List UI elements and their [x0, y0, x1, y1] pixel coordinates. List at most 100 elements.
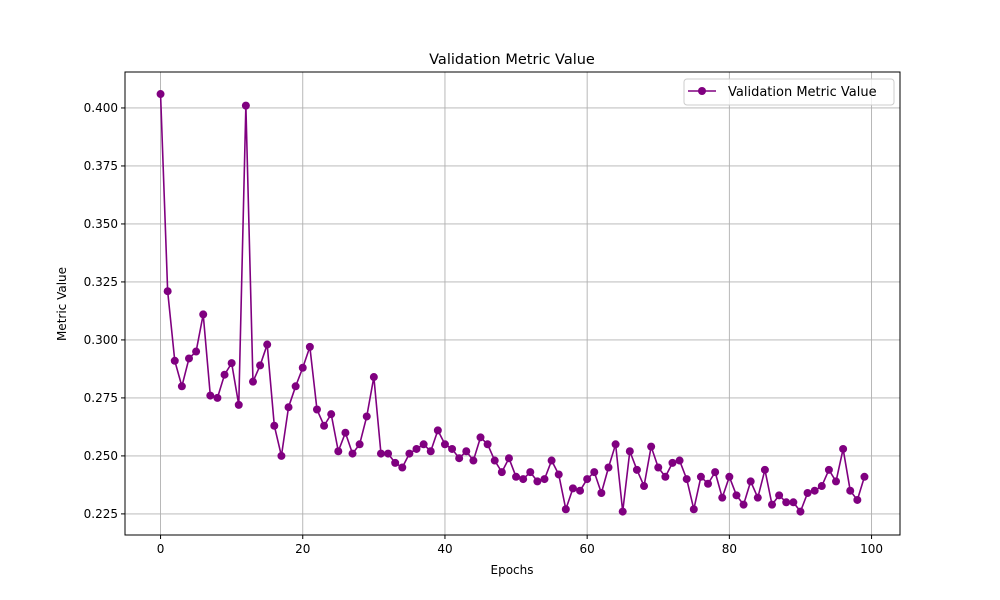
y-tick-label: 0.300	[84, 333, 118, 347]
data-point	[369, 373, 378, 382]
data-point	[355, 440, 364, 449]
data-point	[241, 101, 250, 110]
data-point	[398, 463, 407, 472]
y-tick-label: 0.250	[84, 449, 118, 463]
y-tick-label: 0.375	[84, 159, 118, 173]
data-point	[846, 486, 855, 495]
data-point	[675, 456, 684, 465]
data-point	[746, 477, 755, 486]
data-point	[704, 479, 713, 488]
data-point	[298, 363, 307, 372]
x-tick-label: 20	[295, 542, 310, 556]
data-point	[291, 382, 300, 391]
data-point	[753, 493, 762, 502]
plot-frame	[124, 71, 901, 536]
data-point	[163, 287, 172, 296]
data-point	[462, 447, 471, 456]
data-point	[568, 484, 577, 493]
data-point	[412, 444, 421, 453]
data-point	[540, 475, 549, 484]
data-point	[220, 370, 229, 379]
data-point	[512, 472, 521, 481]
data-point	[341, 428, 350, 437]
data-point	[561, 505, 570, 514]
x-tick-label: 80	[722, 542, 737, 556]
data-point	[654, 463, 663, 472]
data-point	[334, 447, 343, 456]
data-point	[618, 507, 627, 516]
data-point	[455, 454, 464, 463]
data-point	[362, 412, 371, 421]
data-point	[696, 472, 705, 481]
legend-box	[683, 78, 895, 106]
data-point	[625, 447, 634, 456]
data-point	[327, 410, 336, 419]
data-point	[824, 465, 833, 474]
chart-title: Validation Metric Value	[429, 52, 595, 68]
legend-label: Validation Metric Value	[728, 85, 877, 100]
data-point	[170, 356, 179, 365]
data-point	[227, 359, 236, 368]
data-series	[156, 90, 869, 516]
data-point	[476, 433, 485, 442]
y-tick-label: 0.225	[84, 507, 118, 521]
data-point	[199, 310, 208, 319]
data-point	[504, 454, 513, 463]
data-point	[376, 449, 385, 458]
data-point	[583, 475, 592, 484]
data-point	[682, 475, 691, 484]
y-tick-label: 0.350	[84, 217, 118, 231]
legend-marker	[698, 87, 706, 95]
data-point	[647, 442, 656, 451]
x-tick-label: 60	[580, 542, 595, 556]
data-point	[860, 472, 869, 481]
data-point	[668, 458, 677, 467]
data-point	[312, 405, 321, 414]
data-point	[177, 382, 186, 391]
data-point	[206, 391, 215, 400]
data-point	[284, 403, 293, 412]
data-point	[718, 493, 727, 502]
data-point	[782, 498, 791, 507]
x-tick-label: 100	[860, 542, 883, 556]
y-tick-label: 0.325	[84, 275, 118, 289]
data-point	[277, 451, 286, 460]
data-point	[192, 347, 201, 356]
data-point	[803, 489, 812, 498]
data-point	[469, 456, 478, 465]
data-point	[305, 342, 314, 351]
x-tick-label: 40	[437, 542, 452, 556]
x-axis-label: Epochs	[491, 563, 534, 577]
data-point	[832, 477, 841, 486]
data-point	[725, 472, 734, 481]
data-point	[711, 468, 720, 477]
axes: 0 20 40 60 80 100 0.225 0.250 0.275 0.300 0.325 0.3…	[84, 101, 883, 556]
data-point	[547, 456, 556, 465]
data-point	[817, 482, 826, 491]
grid-lines	[125, 72, 900, 535]
data-point	[576, 486, 585, 495]
data-point	[519, 475, 528, 484]
data-point	[483, 440, 492, 449]
data-point	[732, 491, 741, 500]
data-point	[433, 426, 442, 435]
data-point	[768, 500, 777, 509]
data-point	[156, 90, 165, 99]
data-point	[640, 482, 649, 491]
data-point	[760, 465, 769, 474]
y-tick-label: 0.275	[84, 391, 118, 405]
data-point	[789, 498, 798, 507]
data-point	[810, 486, 819, 495]
y-tick-label: 0.400	[84, 101, 118, 115]
data-point	[533, 477, 542, 486]
data-point	[604, 463, 613, 472]
data-point	[661, 472, 670, 481]
data-point	[689, 505, 698, 514]
data-point	[184, 354, 193, 363]
data-point	[490, 456, 499, 465]
data-point	[597, 489, 606, 498]
data-point	[590, 468, 599, 477]
data-point	[526, 468, 535, 477]
data-point	[426, 447, 435, 456]
